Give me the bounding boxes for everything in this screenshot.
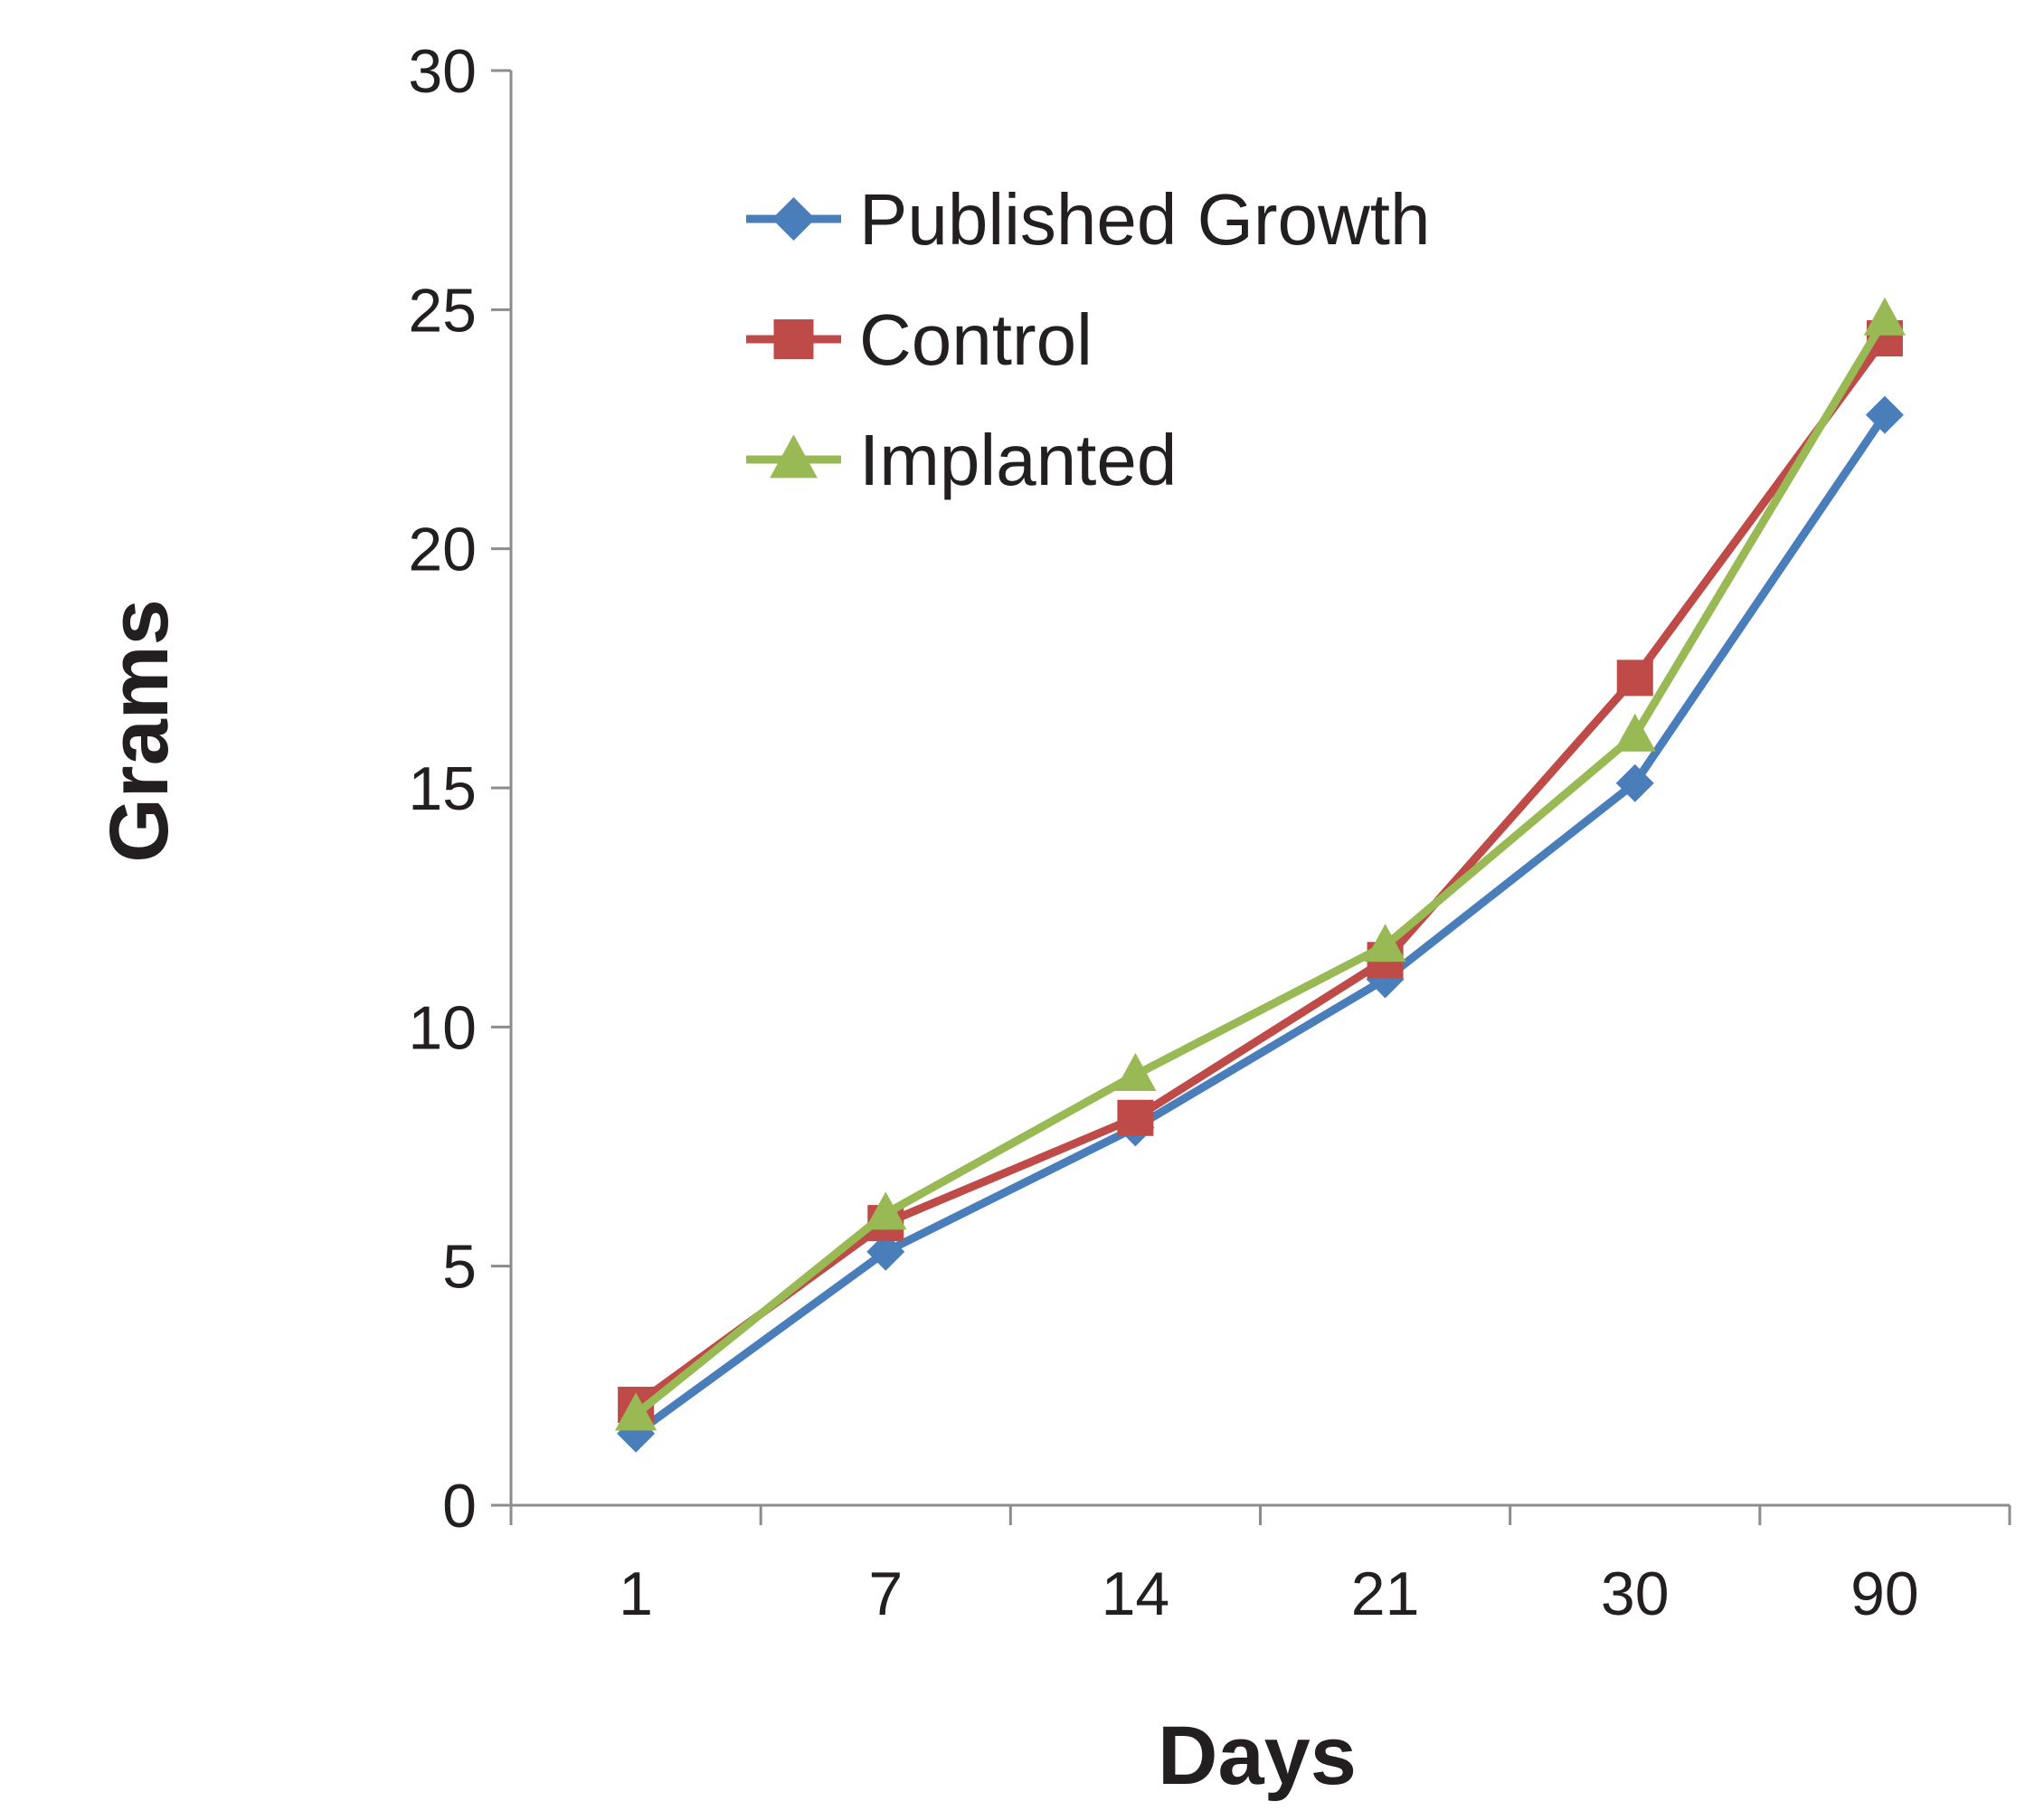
y-axis-title: Grams <box>93 599 185 863</box>
series-square <box>618 320 1903 1423</box>
x-axis-ticks: 1 7 14 21 30 90 <box>509 1505 2011 1628</box>
y-tick-label: 30 <box>408 37 477 106</box>
data-point <box>865 1191 907 1230</box>
y-tick-label: 0 <box>442 1472 477 1541</box>
legend-item: Published Growth <box>746 179 1430 260</box>
legend: Published Growth Control Implanted <box>746 179 1430 500</box>
data-point <box>1616 659 1653 697</box>
x-tick-label: 14 <box>1102 1560 1170 1628</box>
x-axis-title: Days <box>1158 1710 1357 1802</box>
data-point <box>614 1392 658 1431</box>
legend-swatch-marker <box>773 319 814 359</box>
data-point <box>1863 297 1907 336</box>
y-tick-label: 25 <box>408 276 477 345</box>
y-axis-ticks: 0 5 10 15 20 25 30 <box>408 37 511 1541</box>
legend-swatch-marker <box>771 197 816 241</box>
series-line <box>633 317 1888 1418</box>
y-tick-label: 5 <box>442 1233 477 1302</box>
data-point <box>1114 1053 1157 1092</box>
x-tick-label: 30 <box>1601 1560 1670 1628</box>
axes <box>509 71 2010 1507</box>
data-point <box>1865 395 1904 434</box>
legend-label: Control <box>859 299 1093 380</box>
data-point <box>1615 763 1654 802</box>
legend-item: Control <box>746 299 1093 380</box>
data-point <box>1613 713 1656 752</box>
legend-swatch-marker <box>770 434 818 479</box>
y-tick-label: 20 <box>408 516 477 584</box>
y-tick-label: 15 <box>408 754 477 823</box>
x-tick-label: 90 <box>1850 1560 1919 1628</box>
data-point <box>1117 1099 1154 1136</box>
data-point <box>866 1232 905 1271</box>
x-tick-label: 7 <box>868 1560 903 1628</box>
series-layer <box>614 297 1907 1453</box>
series-line <box>633 412 1888 1437</box>
x-tick-label: 21 <box>1351 1560 1420 1628</box>
legend-item: Implanted <box>746 420 1177 500</box>
data-point <box>1364 924 1406 962</box>
legend-label: Implanted <box>859 420 1177 500</box>
y-tick-label: 10 <box>408 993 477 1062</box>
series-diamond <box>617 395 1904 1453</box>
x-tick-label: 1 <box>619 1560 653 1628</box>
legend-label: Published Growth <box>859 179 1430 260</box>
series-line <box>633 336 1888 1408</box>
series-triangle <box>614 297 1907 1431</box>
